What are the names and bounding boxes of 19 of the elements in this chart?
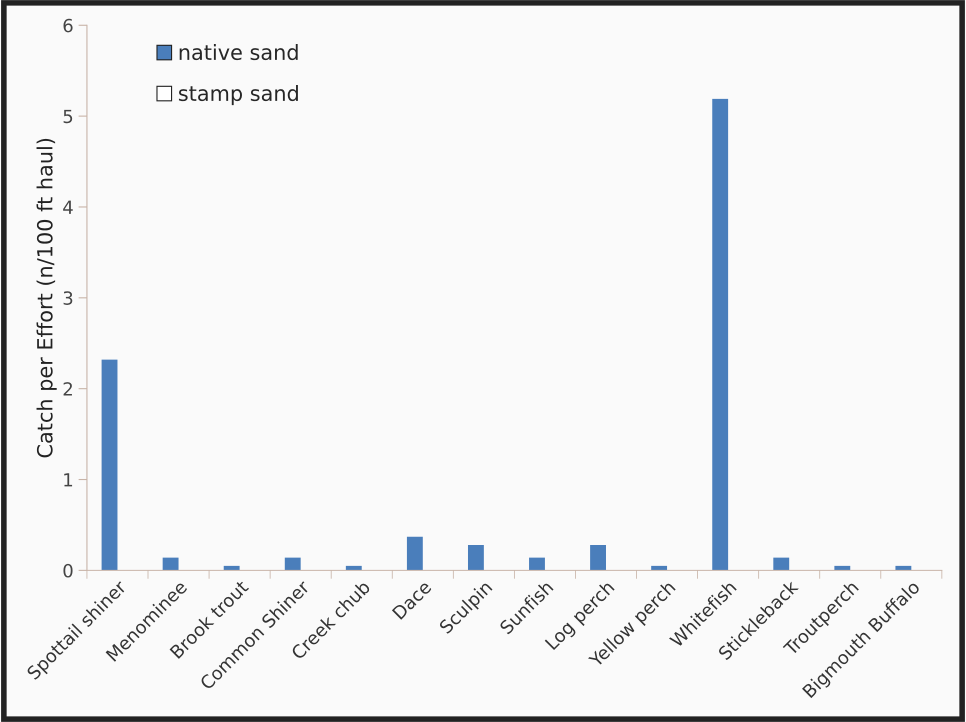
bar (162, 558, 179, 570)
y-tick-label: 6 (64, 18, 73, 32)
y-tick-label: 0 (63, 564, 73, 578)
bar (529, 558, 545, 570)
legend-label: native sand (180, 44, 298, 60)
bar (773, 558, 790, 570)
y-axis-title: Catch per Effort (n/100 ft haul) (36, 138, 57, 458)
bar (712, 98, 728, 570)
bar (590, 544, 606, 570)
y-tick-label: 2 (64, 382, 72, 396)
y-tick-label: 1 (64, 473, 72, 486)
bar (468, 544, 484, 570)
y-tick-label: 5 (64, 110, 72, 124)
y-tick-label: 4 (63, 200, 73, 214)
bar (406, 536, 423, 570)
y-tick-label: 3 (64, 291, 72, 305)
bar (102, 360, 118, 570)
bar (284, 558, 301, 570)
legend-label: stamp sand (178, 85, 298, 106)
